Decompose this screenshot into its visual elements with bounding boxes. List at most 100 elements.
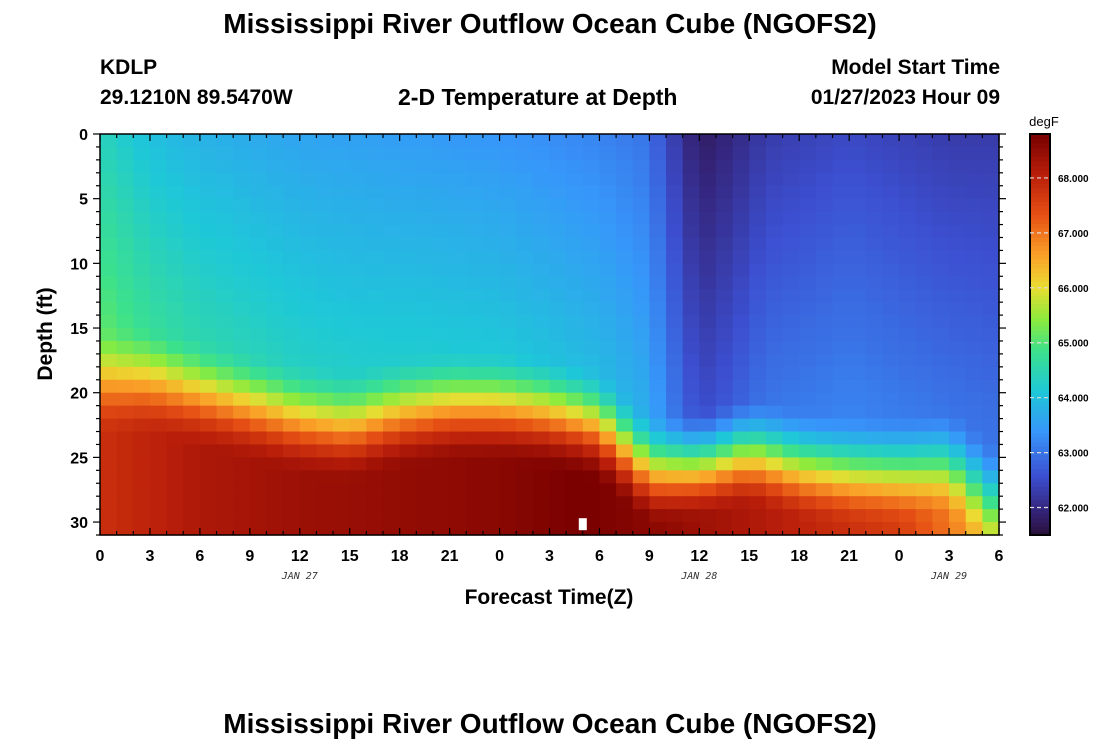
x-tick-label: 9: [245, 548, 254, 565]
colorbar-segment: [1030, 218, 1050, 224]
heatmap-cell: [715, 146, 734, 161]
heatmap-cell: [183, 340, 201, 355]
heatmap-cell: [316, 353, 334, 368]
heatmap-cell: [482, 457, 501, 471]
heatmap-cell: [732, 392, 750, 407]
heatmap-cell: [366, 302, 384, 316]
heatmap-cell: [416, 315, 434, 329]
heatmap-cell: [815, 159, 834, 174]
heatmap-cell: [432, 444, 451, 458]
heatmap-cell: [266, 185, 284, 200]
heatmap-cell: [532, 302, 551, 316]
heatmap-cell: [649, 418, 667, 433]
heatmap-cell: [815, 340, 834, 355]
heatmap-cell: [882, 379, 900, 394]
colorbar-segment: [1030, 254, 1050, 260]
heatmap-cell: [333, 366, 351, 381]
heatmap-cell: [549, 328, 567, 342]
heatmap-cell: [749, 509, 767, 523]
heatmap-cell: [715, 315, 734, 329]
heatmap-cell: [915, 302, 934, 316]
heatmap-cell: [849, 276, 867, 290]
heatmap-cell: [965, 353, 983, 368]
heatmap-cell: [399, 237, 417, 252]
heatmap-cell: [616, 172, 634, 187]
heatmap-cell: [183, 470, 201, 484]
heatmap-cell: [915, 315, 934, 329]
heatmap-cell: [649, 134, 667, 148]
heatmap-cell: [316, 315, 334, 329]
heatmap-cell: [566, 418, 584, 433]
heatmap-cell: [516, 340, 534, 355]
colorbar-segment: [1030, 334, 1050, 340]
heatmap-cell: [349, 340, 367, 355]
colorbar-segment: [1030, 289, 1050, 296]
heatmap-cell: [765, 250, 784, 264]
heatmap-cell: [216, 405, 234, 420]
heatmap-cell: [632, 172, 650, 187]
heatmap-cell: [566, 224, 584, 239]
heatmap-cell: [899, 392, 917, 407]
heatmap-cell: [582, 224, 601, 239]
heatmap-cell: [682, 522, 700, 536]
heatmap-cell: [549, 353, 567, 368]
heatmap-cell: [582, 444, 601, 458]
heatmap-cell: [599, 418, 617, 433]
heatmap-cell: [932, 328, 950, 342]
heatmap-cell: [416, 444, 434, 458]
heatmap-cell: [616, 276, 634, 290]
heatmap-cell: [532, 211, 551, 226]
heatmap-cell: [149, 405, 168, 420]
heatmap-cell: [865, 392, 884, 407]
heatmap-cell: [932, 302, 950, 316]
heatmap-cell: [882, 366, 900, 381]
heatmap-cell: [482, 289, 501, 303]
heatmap-cell: [149, 302, 168, 316]
heatmap-cell: [516, 431, 534, 446]
heatmap-cell: [399, 340, 417, 355]
heatmap-cell: [166, 496, 184, 510]
heatmap-cell: [333, 328, 351, 342]
heatmap-cell: [882, 522, 900, 536]
heatmap-cell: [849, 328, 867, 342]
colorbar-segment: [1030, 196, 1050, 202]
heatmap-cell: [799, 302, 817, 316]
colorbar-segment: [1030, 481, 1050, 487]
heatmap-cell: [449, 237, 467, 252]
heatmap-cell: [699, 496, 717, 510]
heatmap-cell: [349, 483, 367, 497]
heatmap-cell: [233, 289, 251, 303]
heatmap-cell: [849, 263, 867, 277]
heatmap-cell: [566, 379, 584, 394]
heatmap-cell: [149, 250, 168, 264]
heatmap-cell: [116, 483, 134, 497]
heatmap-cell: [366, 496, 384, 510]
heatmap-cell: [333, 379, 351, 394]
heatmap-cell: [732, 276, 750, 290]
heatmap-cell: [199, 509, 218, 523]
heatmap-cell: [682, 276, 700, 290]
heatmap-cell: [249, 457, 268, 471]
heatmap-cell: [416, 276, 434, 290]
heatmap-cell: [333, 496, 351, 510]
heatmap-cell: [449, 159, 467, 174]
heatmap-cell: [432, 340, 451, 355]
heatmap-cell: [899, 315, 917, 329]
heatmap-cell: [116, 134, 134, 148]
colorbar-segment: [1030, 205, 1050, 211]
y-tick-label: 20: [70, 386, 88, 403]
heatmap-cell: [399, 483, 417, 497]
heatmap-cell: [749, 263, 767, 277]
heatmap-cell: [749, 405, 767, 420]
heatmap-cell: [349, 405, 367, 420]
heatmap-cell: [366, 250, 384, 264]
heatmap-cell: [116, 276, 134, 290]
heatmap-cell: [782, 418, 800, 433]
heatmap-cell: [100, 185, 118, 200]
heatmap-cell: [349, 211, 367, 226]
heatmap-cell: [699, 379, 717, 394]
heatmap-cell: [566, 470, 584, 484]
heatmap-cell: [266, 496, 284, 510]
heatmap-cell: [566, 315, 584, 329]
heatmap-cell: [199, 340, 218, 355]
